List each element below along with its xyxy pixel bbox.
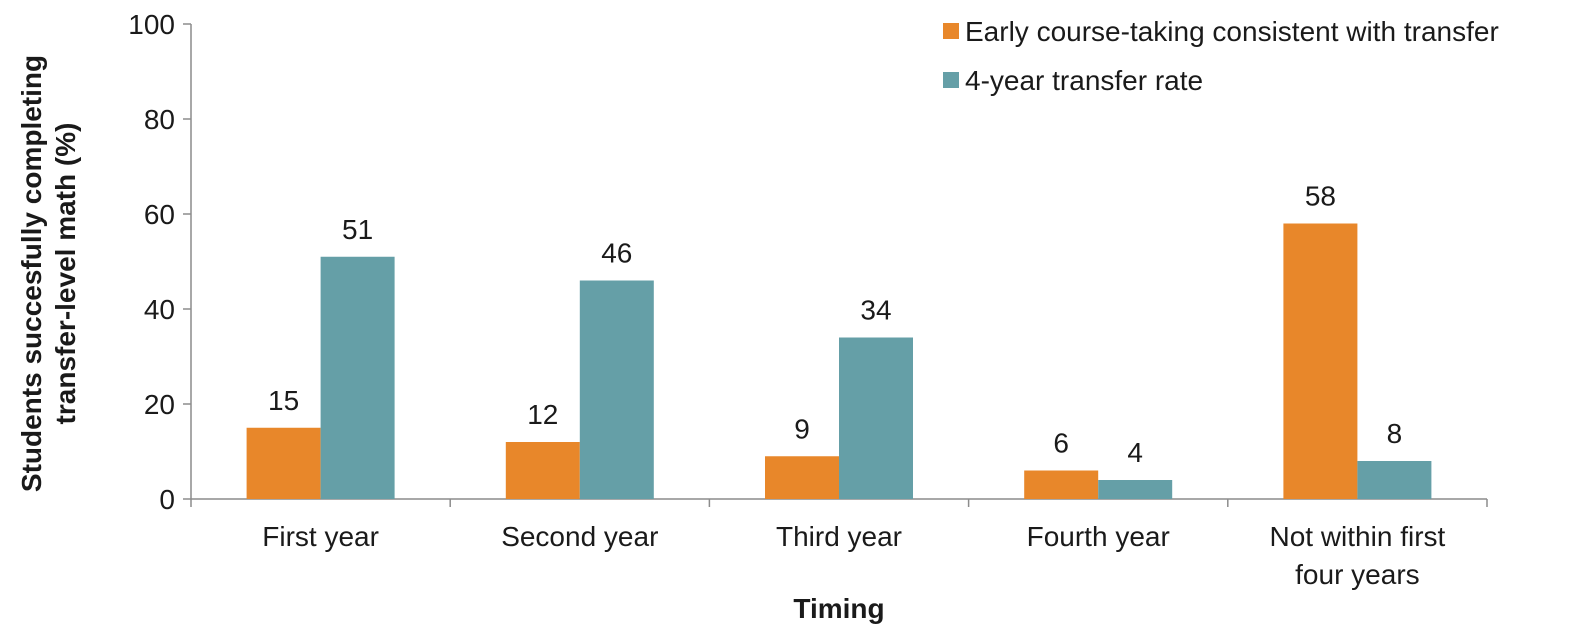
y-tick-label: 80: [144, 104, 175, 135]
data-label: 58: [1305, 181, 1336, 212]
bar-series-1: [1283, 223, 1358, 499]
y-axis-title-line-1: Students succesfully completing: [16, 55, 47, 492]
axis-titles: Timing Students succesfully completing t…: [16, 55, 885, 624]
data-label: 12: [527, 399, 558, 430]
bar-series-2: [1357, 461, 1432, 499]
x-category-label: Third year: [776, 521, 902, 552]
bar-series-1: [246, 427, 321, 499]
data-label: 4: [1127, 437, 1143, 468]
labels-layer: 15 51 12 46 9 34 6 4 58 8: [268, 181, 1402, 469]
bar-series-2: [839, 337, 913, 499]
x-category-label: four years: [1295, 559, 1420, 590]
legend-label: 4-year transfer rate: [965, 65, 1203, 96]
legend-swatch: [943, 72, 959, 88]
y-tick-label: 0: [159, 484, 175, 515]
y-axis-title-line-2: transfer-level math (%): [50, 123, 81, 425]
axes-layer: 0 20 40 60 80 100 First year Second year Third y…: [128, 9, 1488, 590]
x-category-label: Not within first: [1269, 521, 1445, 552]
x-category-label: Second year: [501, 521, 658, 552]
y-tick-label: 60: [144, 199, 175, 230]
data-label: 8: [1387, 418, 1403, 449]
data-label: 51: [342, 214, 373, 245]
bar-series-2: [1098, 480, 1173, 499]
bars-layer: [246, 223, 1432, 499]
x-category-label: First year: [262, 521, 379, 552]
legend-swatch: [943, 23, 959, 39]
bar-series-2: [579, 280, 654, 499]
y-tick-label: 100: [128, 9, 175, 40]
legend-label: Early course-taking consistent with tran…: [965, 16, 1499, 47]
y-tick-label: 40: [144, 294, 175, 325]
data-label: 6: [1053, 428, 1069, 459]
bar-series-1: [505, 442, 580, 499]
y-tick-label: 20: [144, 389, 175, 420]
data-label: 46: [601, 238, 632, 269]
data-label: 15: [268, 385, 299, 416]
data-label: 34: [860, 295, 891, 326]
x-axis-title: Timing: [793, 593, 884, 624]
legend: Early course-taking consistent with tran…: [943, 16, 1499, 96]
bar-series-2: [320, 256, 395, 499]
bar-series-1: [765, 456, 839, 499]
x-category-label: Fourth year: [1027, 521, 1170, 552]
data-label: 9: [794, 413, 810, 444]
bar-series-1: [1024, 470, 1099, 499]
